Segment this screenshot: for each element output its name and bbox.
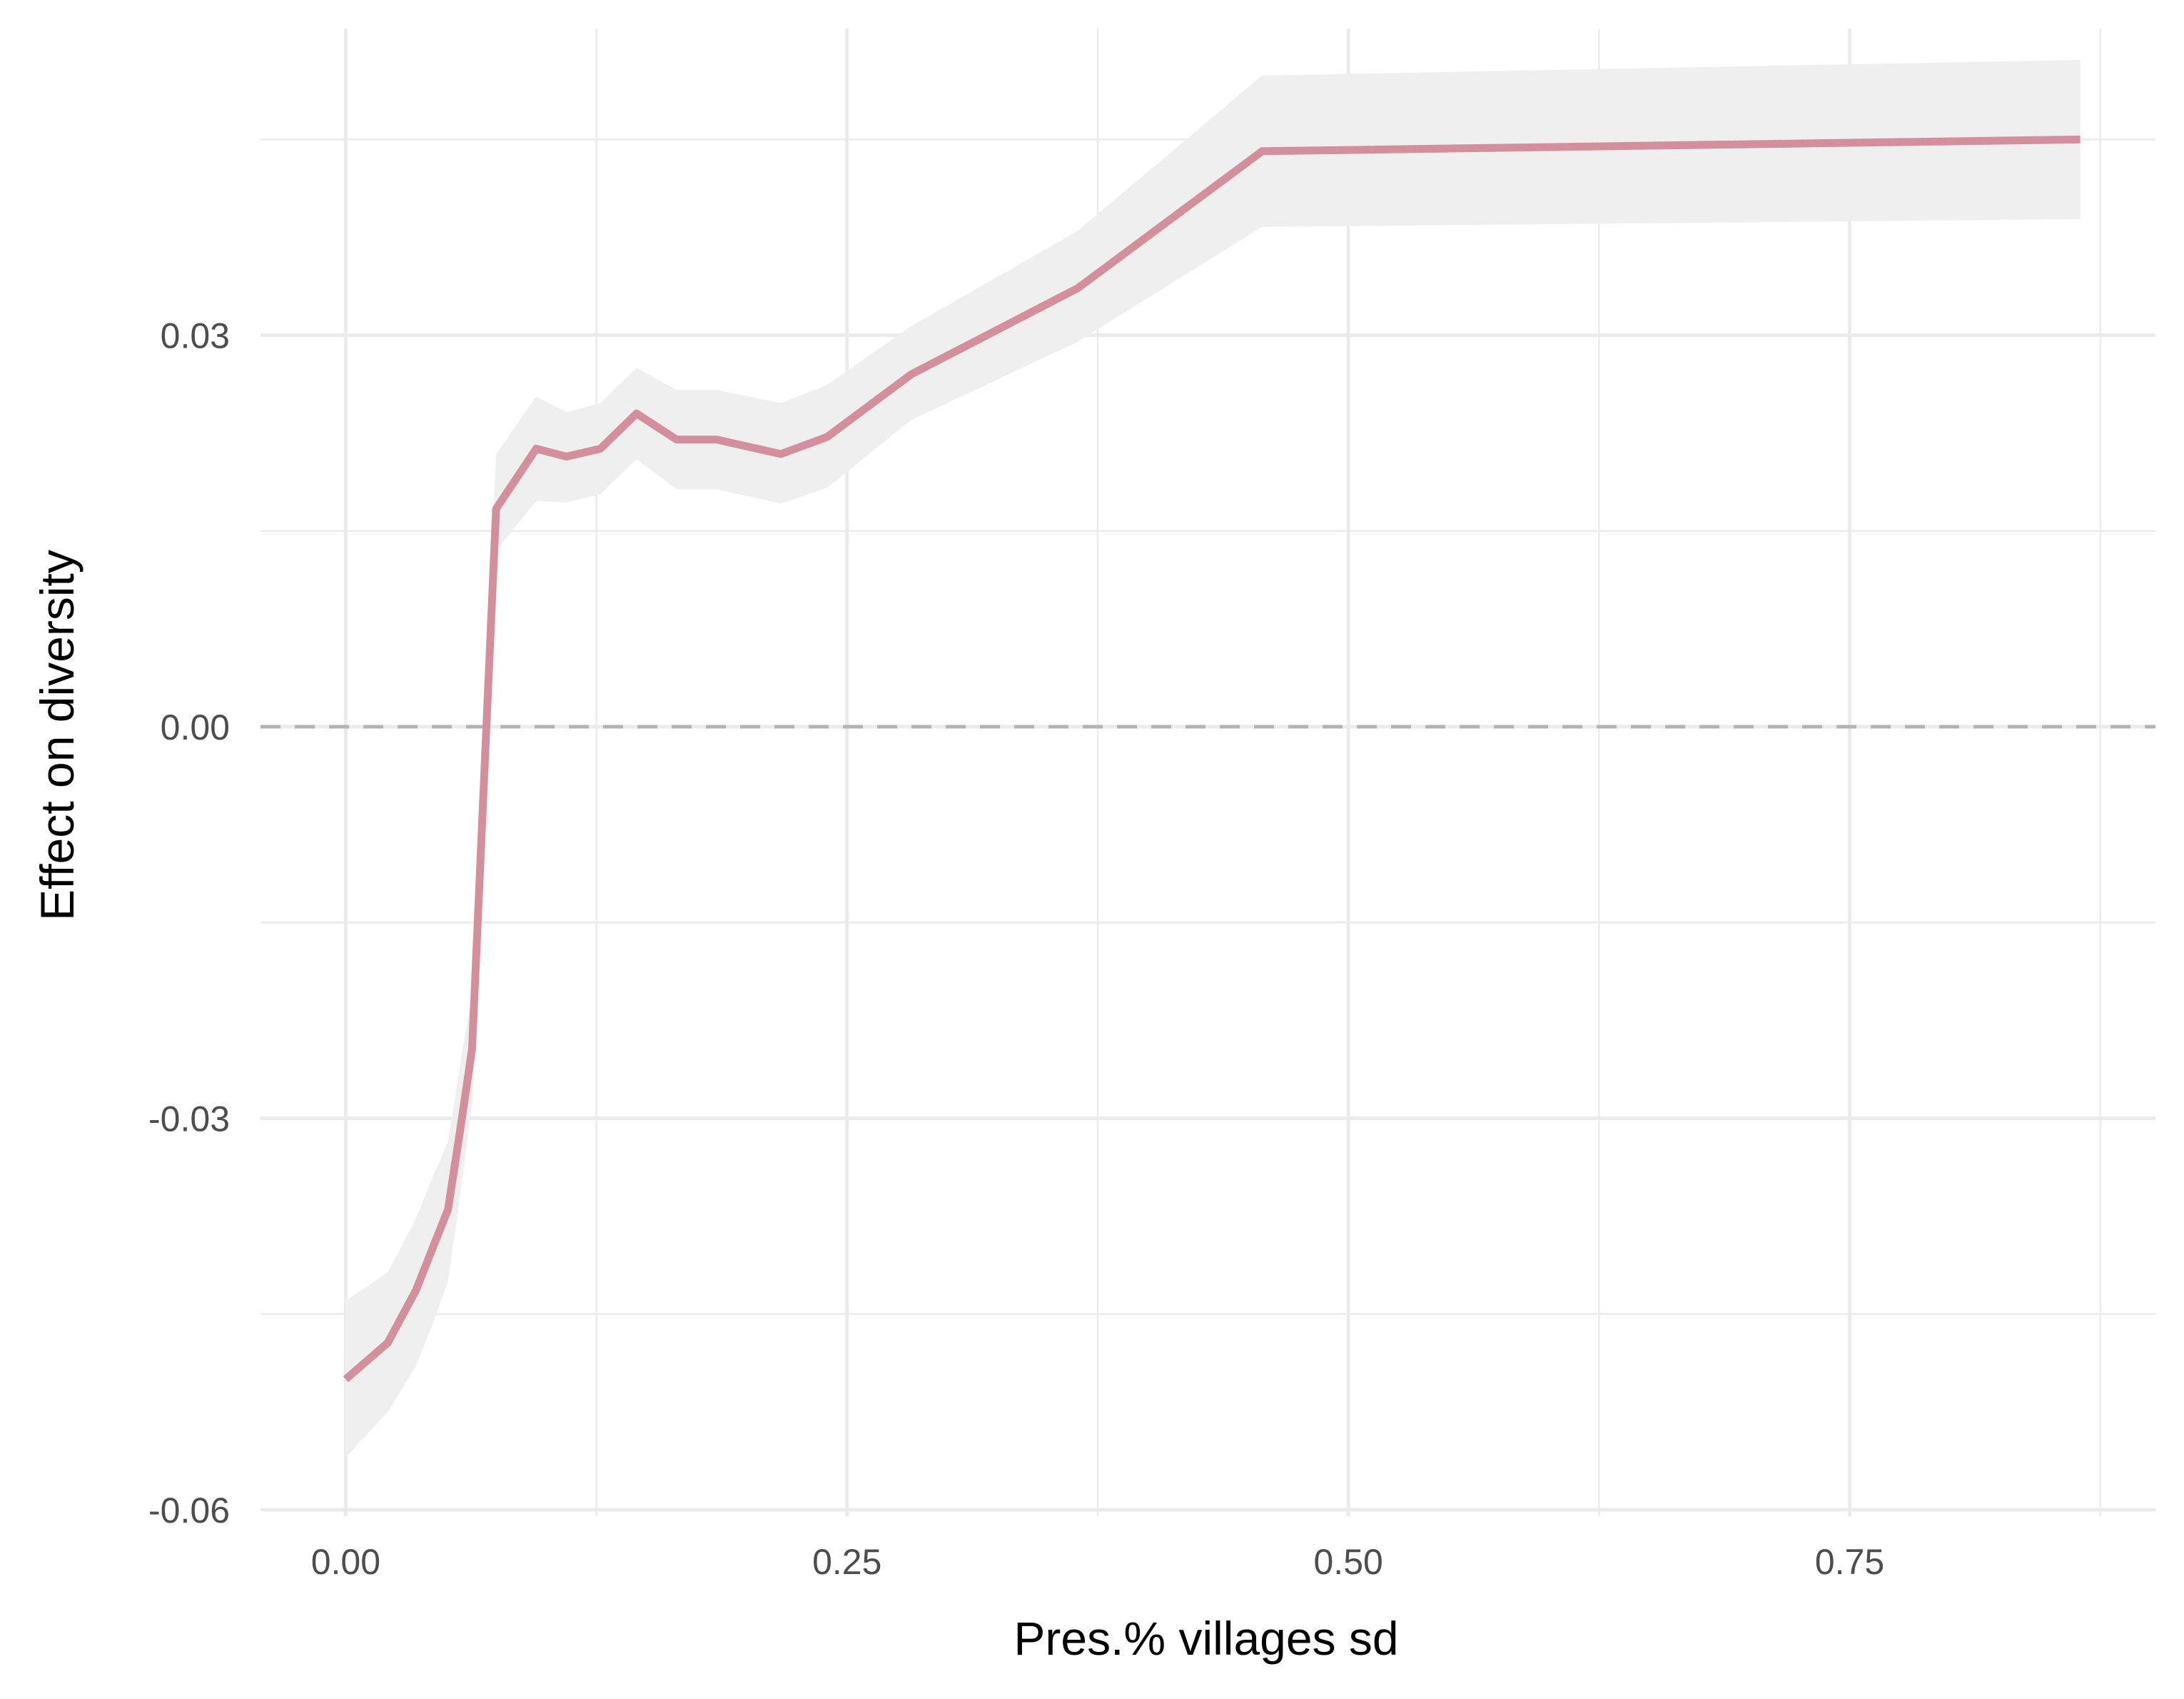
y-tick-label: -0.06 bbox=[148, 1491, 230, 1531]
y-tick-label: 0.03 bbox=[161, 316, 230, 356]
series-lines bbox=[343, 135, 2081, 1383]
x-tick-label: 0.50 bbox=[1314, 1542, 1383, 1582]
x-tick-label: 0.75 bbox=[1815, 1542, 1884, 1582]
y-axis-title: Effect on diversity bbox=[31, 550, 84, 921]
y-tick-label: 0.00 bbox=[161, 707, 230, 747]
confidence-band bbox=[345, 59, 2081, 1458]
x-axis-title: Pres.% villages sd bbox=[1013, 1612, 1398, 1665]
x-tick-label: 0.00 bbox=[311, 1542, 380, 1582]
x-tick-label: 0.25 bbox=[812, 1542, 881, 1582]
y-tick-label: -0.03 bbox=[148, 1099, 230, 1139]
y-tick-labels: -0.06 -0.03 0.00 0.03 bbox=[148, 316, 230, 1531]
confidence-bands bbox=[345, 59, 2081, 1458]
effect-line bbox=[343, 135, 2081, 1383]
x-tick-labels: 0.00 0.25 0.50 0.75 bbox=[311, 1542, 1884, 1582]
